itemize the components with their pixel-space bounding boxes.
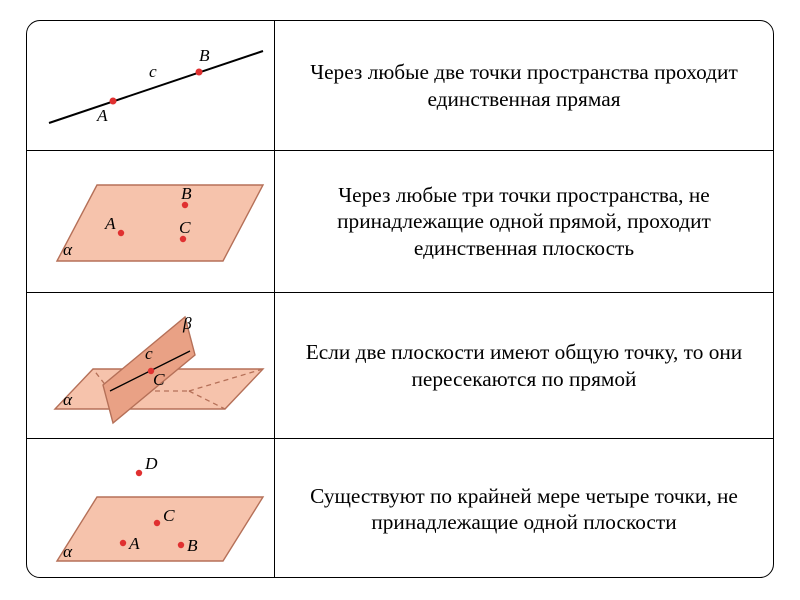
diagram-planes-intersect: α β c C xyxy=(27,293,275,438)
desc-cell-2: Через любые три точки пространства, не п… xyxy=(275,151,773,292)
point-A2 xyxy=(118,230,124,236)
plane-alpha-3 xyxy=(57,497,263,561)
point-D xyxy=(136,470,142,476)
point-C4 xyxy=(154,520,160,526)
row-axiom-intersect: α β c C Если две плоскости имеют общую т… xyxy=(27,293,773,439)
label-C3: C xyxy=(153,370,165,389)
label-A2: A xyxy=(104,214,116,233)
desc-1: Через любые две точки пространства прохо… xyxy=(289,59,759,111)
label-alpha-1: α xyxy=(63,240,73,259)
point-A xyxy=(110,98,117,105)
label-B: B xyxy=(199,46,210,65)
label-C2: C xyxy=(179,218,191,237)
desc-2: Через любые три точки пространства, не п… xyxy=(289,182,759,260)
label-D: D xyxy=(144,454,158,473)
desc-cell-3: Если две плоскости имеют общую точку, то… xyxy=(275,293,773,438)
point-B4 xyxy=(178,542,184,548)
point-B xyxy=(196,69,203,76)
plane-alpha-1 xyxy=(57,185,263,261)
label-B2: B xyxy=(181,184,192,203)
label-A: A xyxy=(96,106,108,125)
desc-3: Если две плоскости имеют общую точку, то… xyxy=(289,339,759,391)
row-axiom-line: c A B Через любые две точки пространства… xyxy=(27,21,773,151)
label-c: c xyxy=(149,62,157,81)
diagram-plane-3pts: α A B C xyxy=(27,151,275,292)
desc-cell-4: Существуют по крайней мере четыре точки,… xyxy=(275,439,773,578)
desc-4: Существуют по крайней мере четыре точки,… xyxy=(289,483,759,535)
label-line-c2: c xyxy=(145,344,153,363)
point-A4 xyxy=(120,540,126,546)
label-alpha-3: α xyxy=(63,542,73,561)
label-beta: β xyxy=(182,314,192,333)
label-C4: C xyxy=(163,506,175,525)
diagram-plane-4pts: α D A B C xyxy=(27,439,275,578)
axioms-card: c A B Через любые две точки пространства… xyxy=(26,20,774,578)
desc-cell-1: Через любые две точки пространства прохо… xyxy=(275,21,773,150)
diagram-line: c A B xyxy=(27,21,275,150)
label-B4: B xyxy=(187,536,198,555)
row-axiom-4pts: α D A B C Существуют по крайней мере чет… xyxy=(27,439,773,578)
row-axiom-plane-3pts: α A B C Через любые три точки пространст… xyxy=(27,151,773,293)
label-A4: A xyxy=(128,534,140,553)
label-alpha-2: α xyxy=(63,390,73,409)
